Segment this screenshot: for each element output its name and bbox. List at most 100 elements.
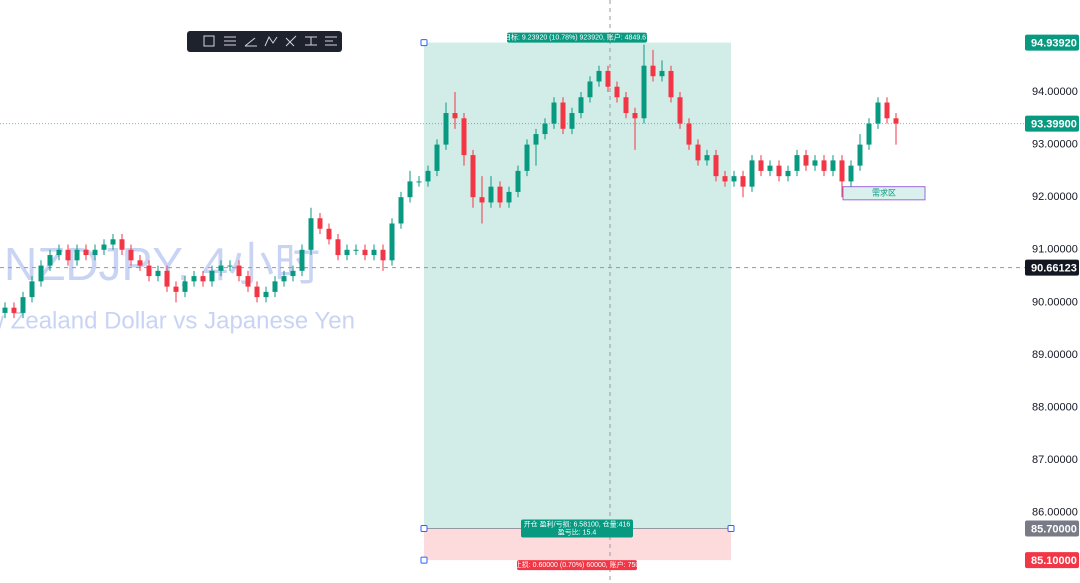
candle-body — [281, 276, 287, 282]
candle-body — [65, 249, 71, 261]
y-tick-label: 93.00000 — [1032, 138, 1078, 150]
candle-body — [182, 281, 188, 292]
candle-body — [506, 191, 512, 203]
candle-body — [236, 265, 242, 277]
candle-body — [434, 144, 440, 171]
candle-body — [488, 186, 494, 203]
candle-body — [731, 176, 737, 182]
watermark-subtitle: New Zealand Dollar vs Japanese Yen — [0, 307, 355, 334]
candle-body — [245, 276, 251, 287]
candle-body — [452, 113, 458, 119]
tool-icon[interactable] — [264, 35, 278, 47]
candle-body — [443, 113, 449, 145]
candle-body — [290, 270, 296, 277]
tool-icon[interactable] — [285, 35, 297, 47]
drawing-toolbar[interactable] — [187, 31, 342, 52]
demand-zone-label: 需求区 — [872, 187, 896, 197]
candle-body — [119, 239, 125, 250]
candle-body — [29, 281, 35, 298]
candle-body — [371, 249, 377, 256]
candle-body — [785, 170, 791, 177]
candle-body — [389, 223, 395, 261]
candle-body — [299, 249, 305, 271]
candle-body — [425, 170, 431, 182]
y-tick-label: 91.00000 — [1032, 244, 1078, 256]
y-tick-label: 90.00000 — [1032, 296, 1078, 308]
tool-icon[interactable] — [325, 36, 337, 46]
candle-body — [254, 286, 260, 298]
y-tick-label: 89.00000 — [1032, 349, 1078, 361]
resize-handle — [420, 556, 428, 564]
price-label-bg — [1025, 552, 1079, 569]
candle-body — [776, 165, 782, 177]
ratio-label: 盈亏比: 15.4 — [558, 527, 597, 536]
candle-body — [857, 144, 863, 166]
tool-icon[interactable] — [305, 36, 317, 46]
background-layer: 需求区 — [0, 42, 1025, 561]
candle-body — [308, 218, 314, 250]
candle-body — [551, 102, 557, 124]
candle-body — [533, 134, 539, 145]
candle-body — [524, 144, 530, 171]
price-label-bg — [1025, 520, 1079, 537]
candle-body — [767, 165, 773, 171]
price-label-bg — [1025, 259, 1079, 276]
candle-body — [191, 276, 197, 282]
candle-body — [686, 123, 692, 145]
candle-body — [362, 249, 368, 256]
entry-label-bg — [521, 519, 633, 538]
candle-body — [407, 181, 413, 198]
price-label-bg — [1025, 34, 1079, 51]
candle-body — [875, 102, 881, 124]
stop-label-bg — [517, 560, 637, 571]
y-tick-label: 86.00000 — [1032, 507, 1078, 519]
candle-body — [56, 249, 62, 256]
candle-body — [677, 97, 683, 124]
stop-label: 止损: 0.60000 (0.70%) 60000, 账户: 750 — [515, 560, 640, 569]
candle-body — [605, 70, 611, 87]
candle-body — [353, 249, 359, 251]
candle-body — [416, 181, 422, 183]
toolbar-bg[interactable] — [187, 31, 342, 52]
price-label: 93.39900 — [1031, 119, 1077, 131]
candle-body — [128, 249, 134, 261]
candle-body — [155, 270, 161, 277]
tool-icon[interactable] — [244, 37, 257, 47]
resize-handle — [420, 525, 428, 533]
candle-body — [704, 155, 710, 161]
price-label-bg — [1025, 115, 1079, 132]
tool-icon[interactable] — [203, 35, 215, 47]
candle-body — [803, 155, 809, 166]
price-label: 94.93920 — [1031, 38, 1077, 50]
candle-body — [515, 170, 521, 192]
y-tick-label: 88.00000 — [1032, 401, 1078, 413]
resize-handle — [727, 525, 735, 533]
candle-body — [272, 281, 278, 292]
resize-handle — [420, 39, 428, 47]
y-tick-label: 94.00000 — [1032, 86, 1078, 98]
candle-body — [578, 97, 584, 114]
candle-body — [596, 70, 602, 82]
candle-body — [623, 97, 629, 114]
candle-body — [173, 286, 179, 292]
watermark-title: NZDJPY, 4小时 — [4, 238, 320, 290]
candle-body — [209, 270, 215, 282]
candle-body — [641, 65, 647, 119]
candle-body — [497, 186, 503, 203]
candle-body — [713, 155, 719, 177]
price-label: 90.66123 — [1031, 263, 1077, 275]
tool-icon[interactable] — [224, 36, 236, 46]
candle-body — [821, 160, 827, 171]
candle-body — [839, 160, 845, 182]
candle-body — [38, 265, 44, 282]
candle-body — [659, 70, 665, 77]
candle-body — [83, 249, 89, 256]
candle-body — [20, 297, 26, 313]
candle-body — [110, 239, 116, 245]
candle-body — [74, 249, 80, 261]
candle-body — [587, 81, 593, 98]
candle-body — [263, 291, 269, 298]
candle-body — [461, 118, 467, 156]
candle-body — [749, 160, 755, 187]
